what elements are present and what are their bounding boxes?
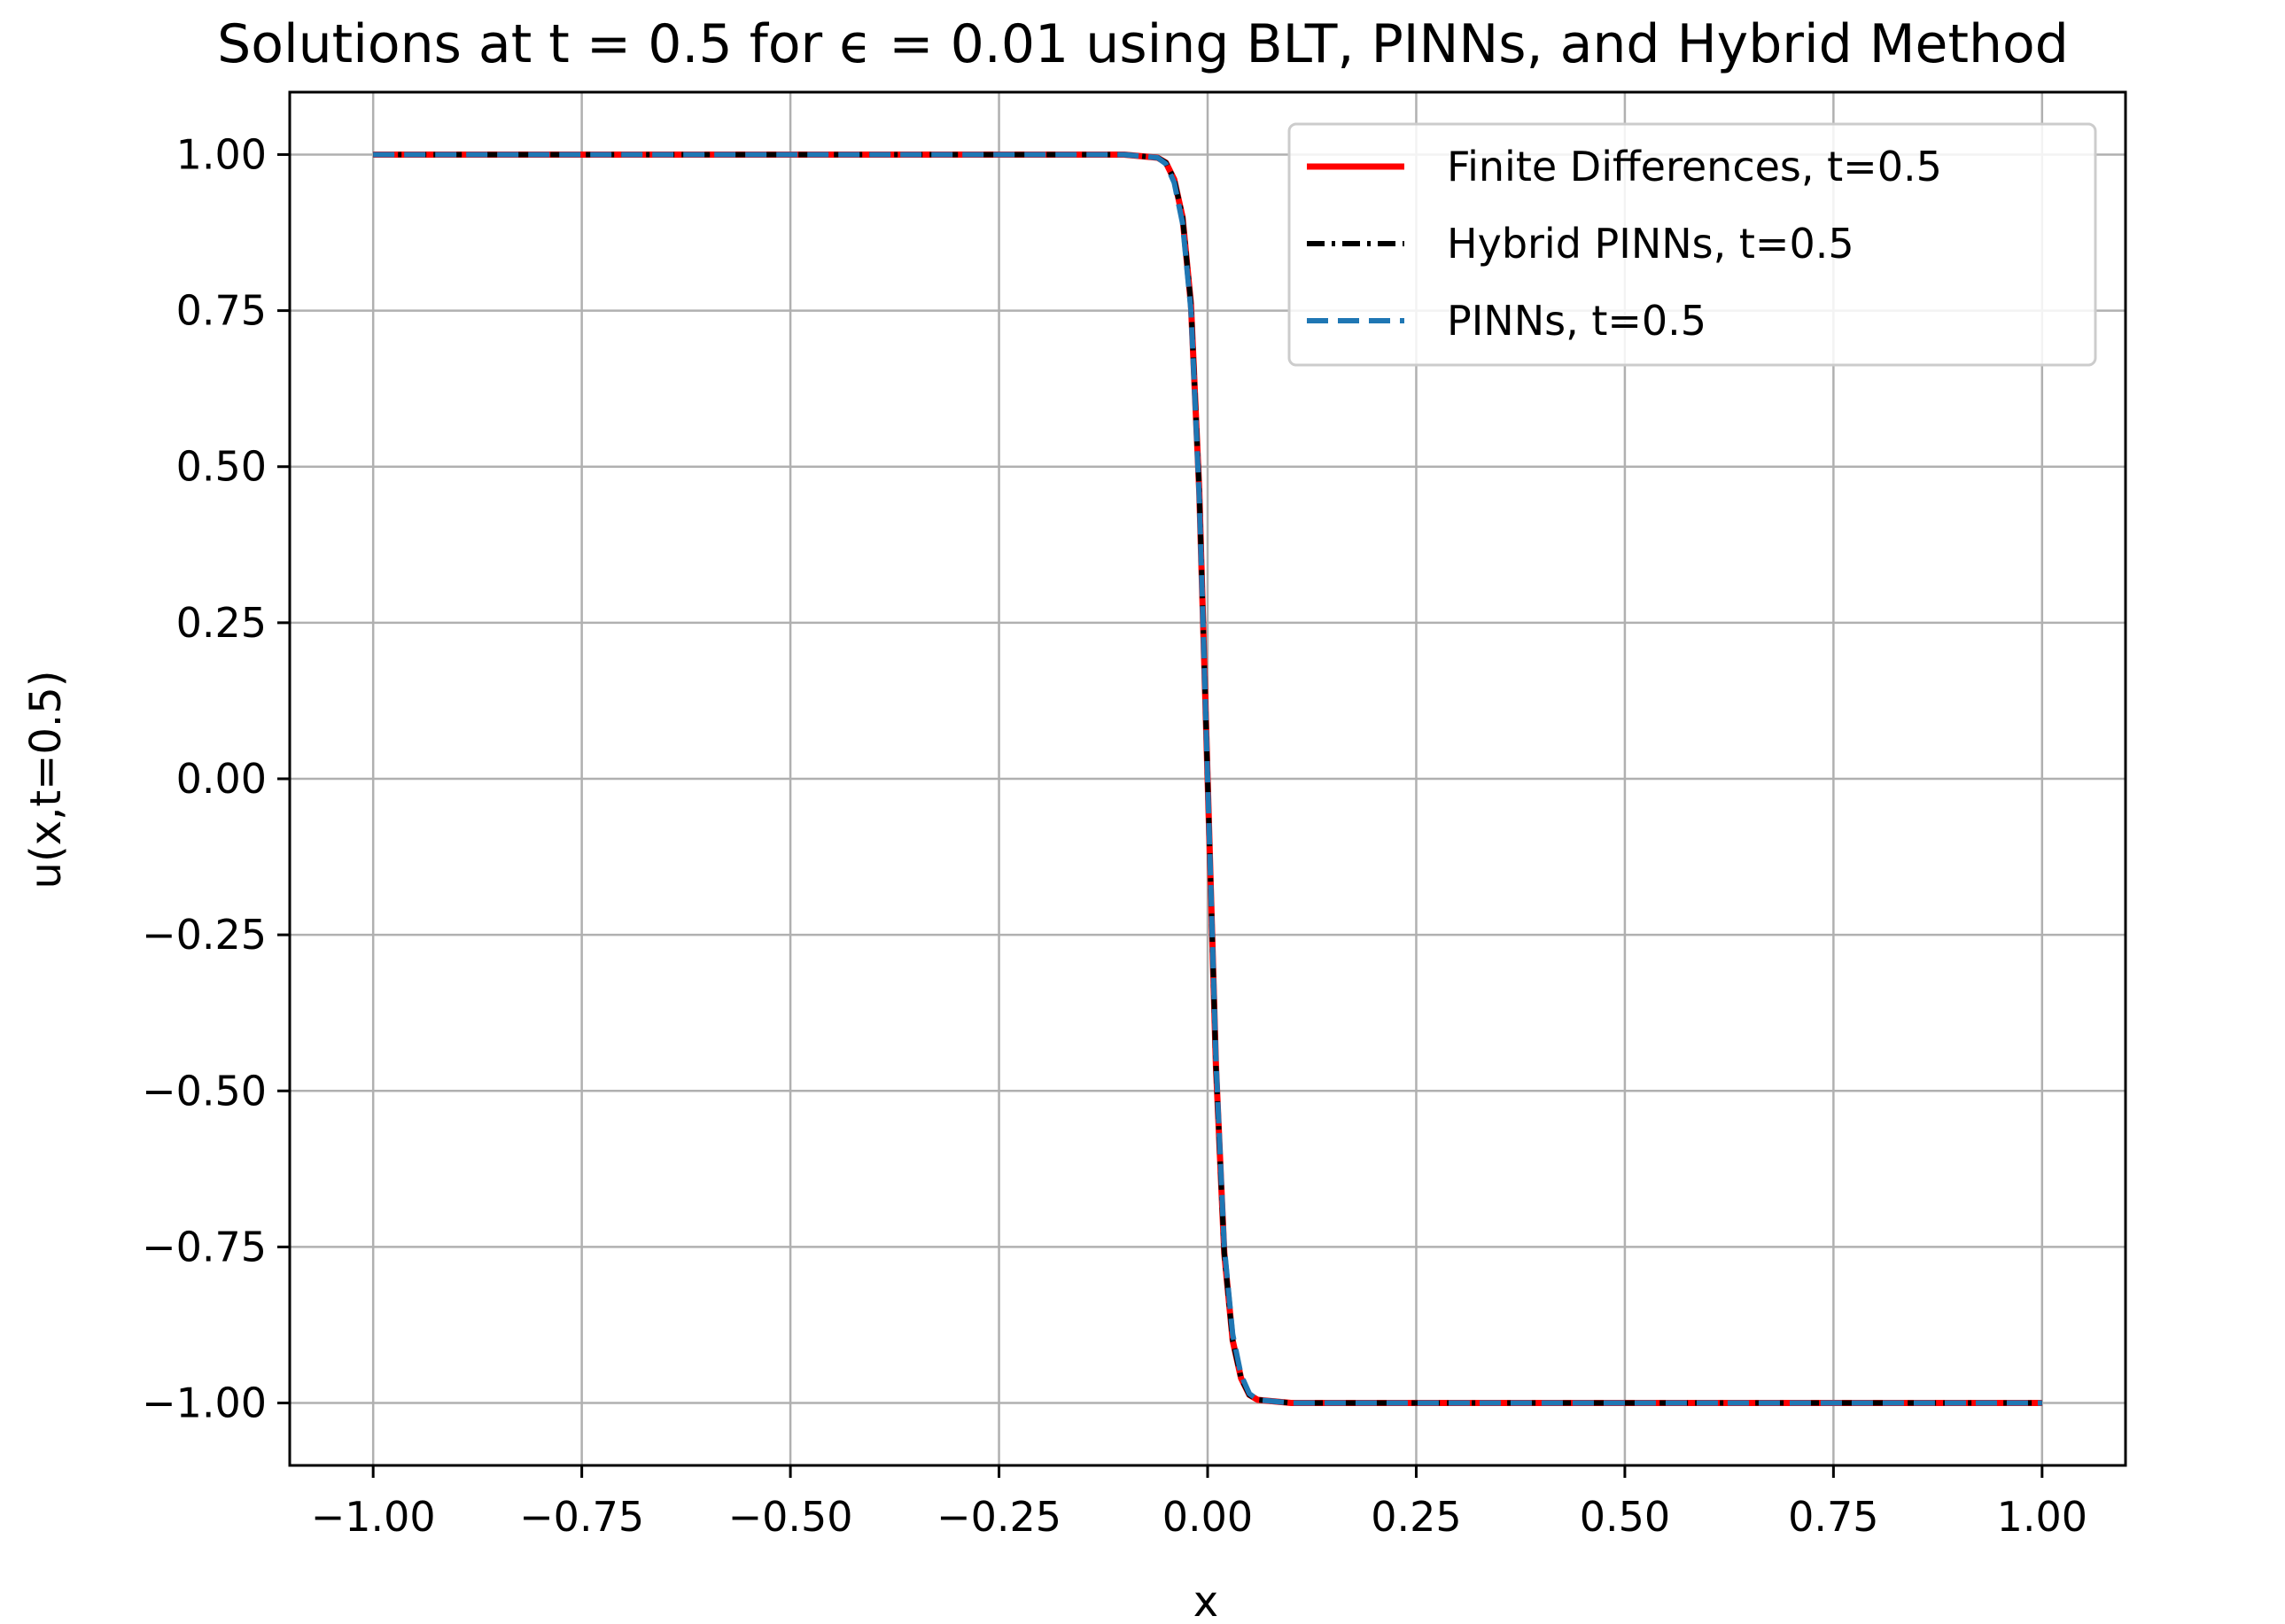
y-axis-label: u(x,t=0.5)	[21, 671, 71, 890]
x-tick-label: −1.00	[311, 1493, 436, 1541]
chart-title: Solutions at t = 0.5 for ϵ = 0.01 using …	[217, 13, 2069, 75]
y-axis-ticks: 1.00 0.75 0.50 0.25 0.00 −0.25 −0.50 −0.75 −1.00	[142, 130, 290, 1427]
x-tick-label: 0.00	[1162, 1493, 1253, 1541]
y-tick-label: 0.50	[176, 443, 267, 491]
y-tick-label: −1.00	[142, 1379, 267, 1427]
x-axis-ticks: −1.00 −0.75 −0.50 −0.25 0.00 0.25 0.50 0.75 1.00	[311, 1465, 2087, 1541]
series-lines	[373, 152, 2042, 1406]
x-tick-label: −0.25	[937, 1493, 1061, 1541]
y-tick-label: 1.00	[176, 130, 267, 178]
legend-label: Finite Differences, t=0.5	[1447, 143, 1942, 190]
legend-label: Hybrid PINNs, t=0.5	[1447, 220, 1854, 268]
y-tick-label: −0.75	[142, 1223, 267, 1270]
x-tick-label: 0.25	[1371, 1493, 1461, 1541]
y-tick-label: −0.25	[142, 911, 267, 959]
x-tick-label: −0.50	[728, 1493, 853, 1541]
y-tick-label: −0.50	[142, 1067, 267, 1115]
x-tick-label: 0.75	[1788, 1493, 1878, 1541]
legend: Finite Differences, t=0.5 Hybrid PINNs, t…	[1287, 122, 2097, 367]
x-tick-label: 1.00	[1997, 1493, 2087, 1541]
x-axis-label: x	[1193, 1577, 1218, 1624]
legend-box	[1287, 122, 2097, 367]
y-tick-label: 0.25	[176, 599, 267, 647]
x-tick-label: −0.75	[519, 1493, 644, 1541]
series-line	[373, 152, 2042, 1406]
legend-label: PINNs, t=0.5	[1447, 297, 1706, 345]
y-tick-label: 0.00	[176, 755, 267, 803]
y-tick-label: 0.75	[176, 287, 267, 335]
x-tick-label: 0.50	[1580, 1493, 1670, 1541]
